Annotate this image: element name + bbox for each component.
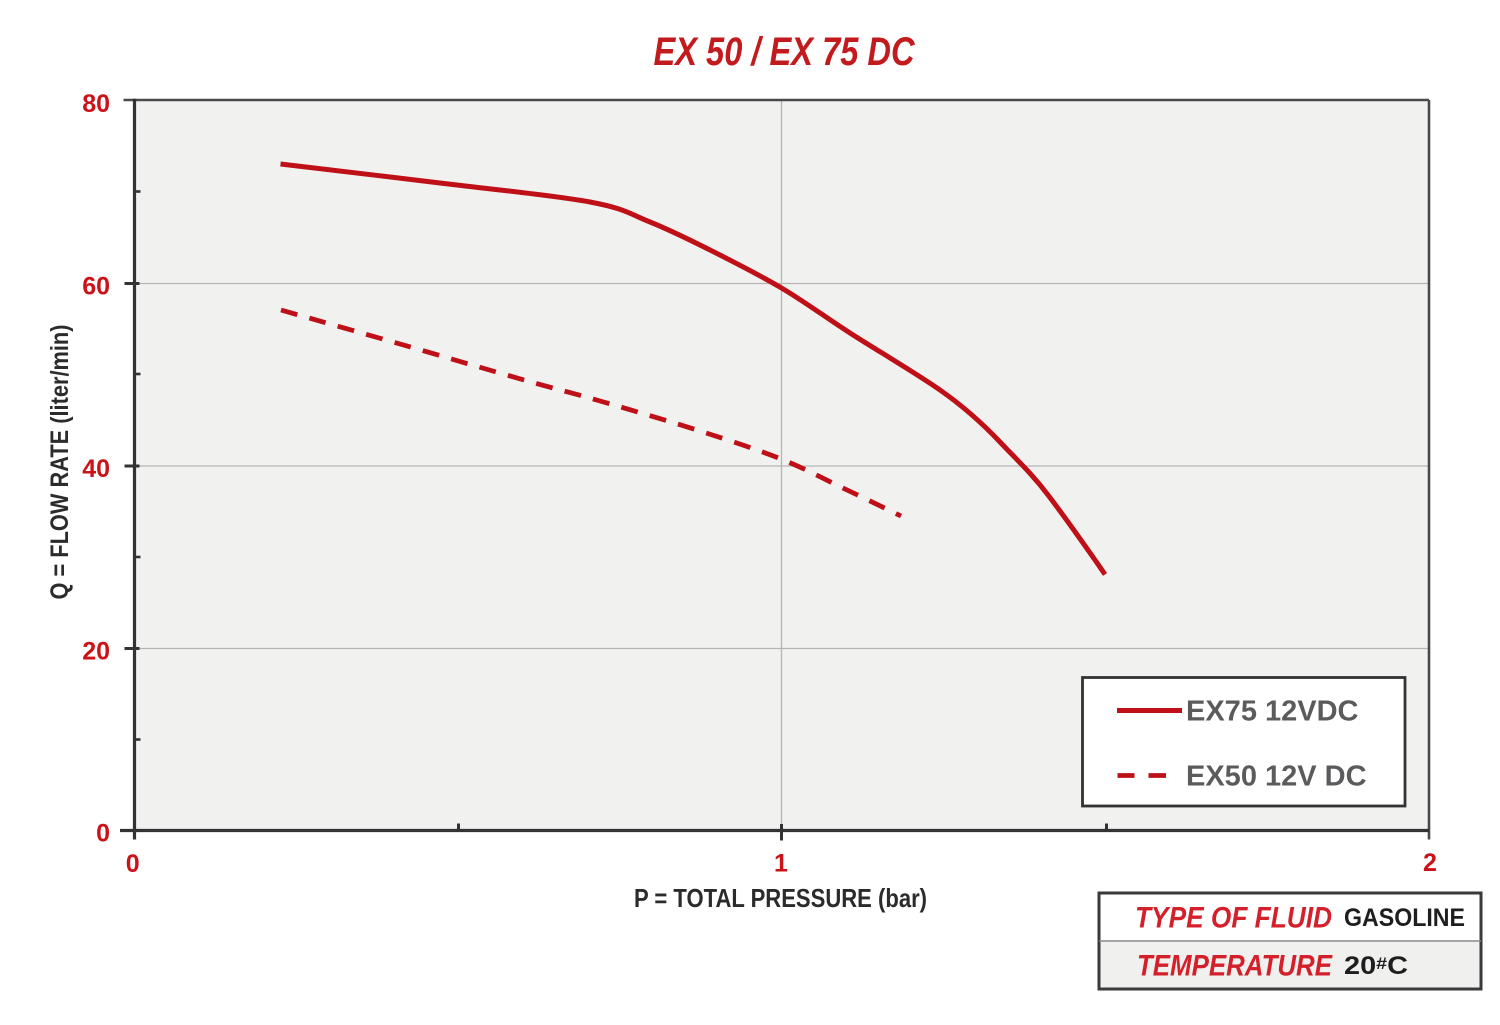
svg-text:40: 40	[82, 455, 110, 483]
svg-text:TYPE OF FLUID: TYPE OF FLUID	[1135, 902, 1332, 935]
svg-text:Q = FLOW RATE (liter/min): Q = FLOW RATE (liter/min)	[46, 325, 74, 600]
svg-text:TEMPERATURE: TEMPERATURE	[1137, 950, 1333, 983]
svg-text:EX50 12V DC: EX50 12V DC	[1186, 761, 1367, 793]
svg-text:P = TOTAL PRESSURE (bar): P = TOTAL PRESSURE (bar)	[634, 883, 927, 913]
svg-text:60: 60	[82, 273, 110, 301]
svg-text:80: 80	[82, 90, 110, 118]
svg-text:1: 1	[774, 850, 788, 878]
svg-text:2: 2	[1423, 849, 1437, 877]
svg-text:EX75 12VDC: EX75 12VDC	[1186, 696, 1359, 728]
svg-text:EX 50 / EX 75 DC: EX 50 / EX 75 DC	[654, 30, 916, 74]
svg-text:20: 20	[82, 638, 110, 666]
svg-text:0: 0	[126, 850, 140, 878]
svg-text:20#C: 20 #C	[1344, 952, 1408, 980]
svg-text:0: 0	[96, 820, 110, 848]
svg-text:GASOLINE: GASOLINE	[1344, 904, 1465, 932]
